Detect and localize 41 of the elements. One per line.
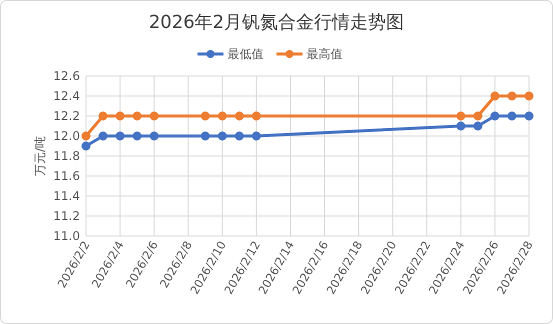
point	[252, 132, 261, 140]
y-tick-label: 12.4	[53, 89, 80, 103]
legend-label: 最低值	[228, 47, 264, 61]
y-tick-label: 12.0	[53, 129, 80, 143]
point	[456, 112, 466, 120]
point	[132, 132, 142, 140]
y-tick-label: 12.6	[53, 69, 80, 83]
y-axis-title: 万元/吨	[33, 136, 47, 176]
point	[82, 142, 90, 150]
point	[234, 112, 244, 120]
chart-title: 2026年2月钒氮合金行情走势图	[148, 12, 404, 33]
point	[234, 132, 244, 140]
y-tick-label: 12.2	[53, 109, 80, 123]
legend-label: 最高值	[306, 47, 342, 61]
point	[132, 112, 142, 120]
point	[150, 132, 159, 140]
y-tick-label: 11.0	[53, 229, 80, 243]
point	[98, 132, 108, 140]
point	[200, 132, 210, 140]
point	[200, 112, 210, 120]
point	[116, 112, 125, 120]
y-tick-label: 11.2	[53, 209, 80, 223]
point	[507, 112, 516, 120]
point	[524, 92, 534, 100]
point	[98, 112, 108, 120]
point	[82, 132, 90, 140]
y-tick-label: 11.4	[53, 189, 80, 203]
point	[490, 92, 500, 100]
point	[490, 112, 500, 120]
point	[507, 92, 516, 100]
point	[150, 112, 159, 120]
y-tick-label: 11.8	[53, 149, 80, 163]
point	[116, 132, 125, 140]
point	[473, 112, 482, 120]
y-tick-label: 11.6	[53, 169, 80, 183]
point	[218, 112, 227, 120]
point	[473, 122, 482, 130]
point	[456, 122, 466, 130]
point	[524, 112, 534, 120]
point	[252, 112, 261, 120]
point	[218, 132, 227, 140]
